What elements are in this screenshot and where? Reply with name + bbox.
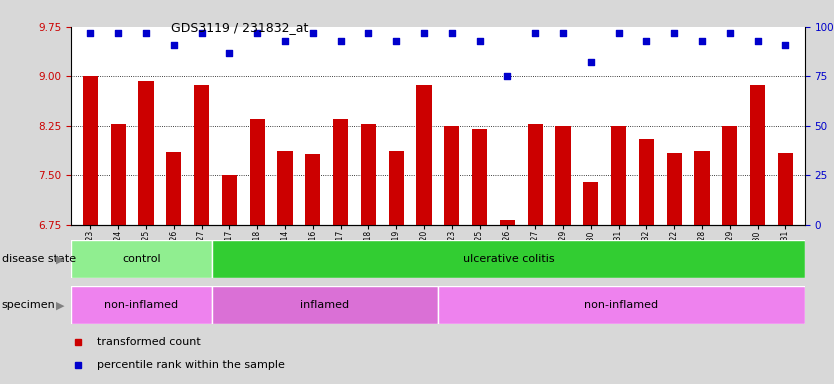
Bar bbox=[610, 126, 626, 225]
Bar bbox=[360, 124, 376, 225]
Point bbox=[640, 38, 653, 44]
Point bbox=[279, 38, 292, 44]
Point bbox=[389, 38, 403, 44]
Point bbox=[167, 41, 180, 48]
Text: inflamed: inflamed bbox=[300, 300, 349, 310]
Point bbox=[667, 30, 681, 36]
Bar bbox=[750, 85, 765, 225]
Text: ▶: ▶ bbox=[56, 254, 64, 264]
Bar bbox=[193, 85, 209, 225]
Bar bbox=[71, 286, 212, 324]
Point bbox=[584, 60, 597, 66]
Point bbox=[723, 30, 736, 36]
Bar bbox=[222, 175, 237, 225]
Bar bbox=[472, 129, 487, 225]
Point bbox=[779, 41, 792, 48]
Point bbox=[250, 30, 264, 36]
Bar bbox=[694, 151, 710, 225]
Point bbox=[445, 30, 459, 36]
Bar bbox=[277, 151, 293, 225]
Text: disease state: disease state bbox=[2, 254, 76, 264]
Point bbox=[696, 38, 709, 44]
Bar bbox=[722, 126, 737, 225]
Point bbox=[556, 30, 570, 36]
Bar bbox=[249, 119, 264, 225]
Point bbox=[83, 30, 97, 36]
Point bbox=[112, 30, 125, 36]
Bar bbox=[389, 151, 404, 225]
Point bbox=[334, 38, 347, 44]
Bar bbox=[444, 126, 460, 225]
Point bbox=[417, 30, 430, 36]
Bar bbox=[416, 85, 432, 225]
Bar bbox=[333, 119, 348, 225]
Text: non-inflamed: non-inflamed bbox=[104, 300, 178, 310]
Bar bbox=[71, 240, 212, 278]
Bar bbox=[438, 286, 805, 324]
Bar bbox=[166, 152, 181, 225]
Text: transformed count: transformed count bbox=[97, 337, 200, 347]
Point bbox=[751, 38, 764, 44]
Bar bbox=[527, 124, 543, 225]
Bar bbox=[555, 126, 570, 225]
Point bbox=[612, 30, 626, 36]
Text: control: control bbox=[122, 254, 161, 264]
Bar bbox=[777, 154, 793, 225]
Bar bbox=[110, 124, 126, 225]
Point bbox=[139, 30, 153, 36]
Point bbox=[500, 73, 514, 79]
Point bbox=[195, 30, 208, 36]
Text: ulcerative colitis: ulcerative colitis bbox=[463, 254, 555, 264]
Text: ▶: ▶ bbox=[56, 300, 64, 310]
Bar bbox=[305, 154, 320, 225]
Bar bbox=[212, 240, 805, 278]
Point bbox=[529, 30, 542, 36]
Bar bbox=[83, 76, 98, 225]
Bar bbox=[500, 220, 515, 225]
Text: percentile rank within the sample: percentile rank within the sample bbox=[97, 360, 284, 370]
Bar bbox=[583, 182, 598, 225]
Bar bbox=[138, 81, 153, 225]
Bar bbox=[639, 139, 654, 225]
Point bbox=[306, 30, 319, 36]
Bar bbox=[666, 154, 681, 225]
Bar bbox=[212, 286, 438, 324]
Point bbox=[223, 50, 236, 56]
Text: specimen: specimen bbox=[2, 300, 55, 310]
Text: GDS3119 / 231832_at: GDS3119 / 231832_at bbox=[171, 21, 309, 34]
Text: non-inflamed: non-inflamed bbox=[585, 300, 658, 310]
Point bbox=[362, 30, 375, 36]
Point bbox=[473, 38, 486, 44]
